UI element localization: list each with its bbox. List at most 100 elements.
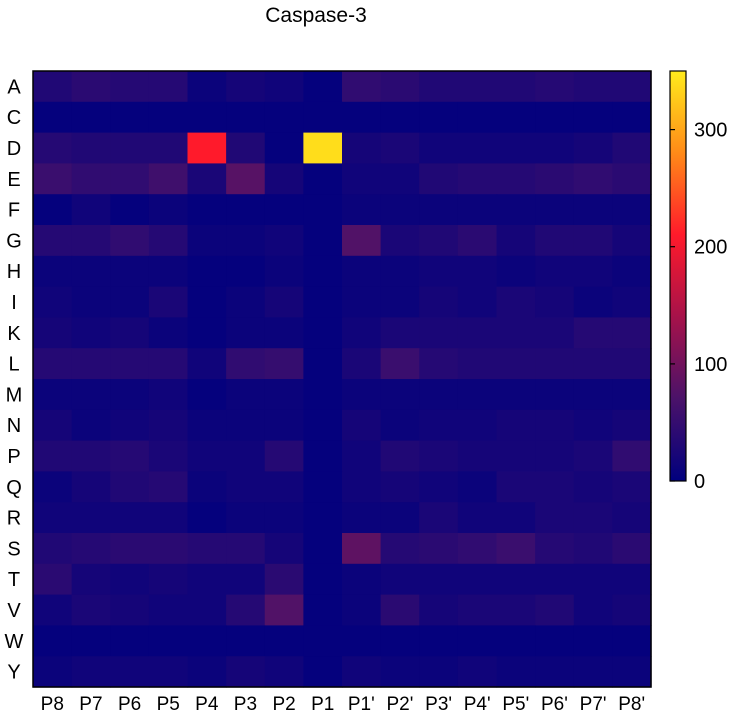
- heatmap-cell-G-P5: [148, 225, 189, 257]
- heatmap-cell-N-P3: [226, 409, 266, 442]
- heatmap-cell-Y-P6: [110, 656, 150, 688]
- heatmap-cell-R-P3: [226, 502, 266, 534]
- heatmap-cell-P-P3: [226, 440, 266, 472]
- heatmap-cell-C-P6': [535, 101, 575, 134]
- heatmap-cell-P-P6: [110, 440, 150, 472]
- heatmap-cell-S-P6: [110, 533, 150, 565]
- heatmap-cell-S-P3': [419, 533, 459, 565]
- heatmap-cell-A-P2: [264, 71, 304, 103]
- heatmap-cell-Q-P2: [264, 471, 304, 503]
- heatmap-cell-W-P2': [380, 625, 420, 657]
- heatmap-cell-P-P8: [33, 440, 73, 472]
- heatmap-cell-E-P8': [612, 163, 652, 195]
- heatmap-cell-Y-P1': [342, 656, 382, 688]
- heatmap-cell-V-P1: [303, 594, 343, 626]
- heatmap-cell-N-P8: [33, 409, 73, 442]
- heatmap-cell-T-P5': [496, 563, 536, 596]
- heatmap-cell-A-P5: [148, 71, 189, 103]
- heatmap-cell-Q-P2': [380, 471, 420, 503]
- heatmap-cell-P-P1: [303, 440, 343, 472]
- heatmap-cell-N-P2': [380, 409, 420, 442]
- heatmap-cell-S-P8: [33, 533, 73, 565]
- heatmap-cell-A-P3': [419, 71, 459, 103]
- colorbar-tick-label: 100: [694, 354, 727, 376]
- heatmap-cell-C-P3: [226, 101, 266, 134]
- heatmap-cell-L-P3: [226, 348, 266, 380]
- heatmap-cell-T-P7: [71, 563, 111, 596]
- heatmap-cell-I-P5: [148, 286, 189, 318]
- heatmap-cell-V-P6: [110, 594, 150, 626]
- x-tick-label: P5': [502, 694, 529, 715]
- y-tick-label: H: [7, 261, 21, 283]
- heatmap-cell-H-P6': [535, 255, 575, 288]
- heatmap-cell-E-P3: [226, 163, 266, 195]
- x-tick-label: P8: [41, 694, 64, 715]
- heatmap-cell-K-P3: [226, 317, 266, 349]
- heatmap-cell-S-P3: [226, 533, 266, 565]
- heatmap-cell-E-P4': [457, 163, 498, 195]
- heatmap-cell-A-P4: [187, 71, 227, 103]
- heatmap-cell-E-P3': [419, 163, 459, 195]
- heatmap-cells: [33, 71, 652, 688]
- x-tick-label: P6': [541, 694, 568, 715]
- heatmap-cell-D-P3: [226, 132, 266, 164]
- heatmap-cell-Y-P2': [380, 656, 420, 688]
- heatmap-cell-V-P4': [457, 594, 498, 626]
- heatmap-cell-F-P5: [148, 194, 189, 226]
- heatmap-cell-V-P3: [226, 594, 266, 626]
- heatmap-cell-T-P2: [264, 563, 304, 596]
- heatmap-cell-P-P2': [380, 440, 420, 472]
- heatmap-cell-L-P6: [110, 348, 150, 380]
- x-tick-label: P3': [425, 694, 452, 715]
- heatmap-cell-L-P7': [573, 348, 613, 380]
- heatmap-cell-L-P8: [33, 348, 73, 380]
- heatmap-cell-I-P8': [612, 286, 652, 318]
- heatmap-cell-E-P6': [535, 163, 575, 195]
- heatmap-cell-H-P2: [264, 255, 304, 288]
- heatmap-cell-K-P2': [380, 317, 420, 349]
- heatmap-cell-N-P3': [419, 409, 459, 442]
- heatmap-cell-P-P5': [496, 440, 536, 472]
- y-tick-label: A: [7, 76, 21, 98]
- heatmap-cell-I-P7: [71, 286, 111, 318]
- heatmap-cell-D-P2': [380, 132, 420, 164]
- heatmap-cell-D-P8: [33, 132, 73, 164]
- heatmap-cell-L-P8': [612, 348, 652, 380]
- heatmap-cell-E-P2': [380, 163, 420, 195]
- heatmap-cell-L-P4: [187, 348, 227, 380]
- heatmap-cell-H-P3: [226, 255, 266, 288]
- heatmap-cell-L-P2': [380, 348, 420, 380]
- heatmap-cell-M-P1': [342, 379, 382, 411]
- heatmap-cell-W-P1': [342, 625, 382, 657]
- heatmap-cell-I-P3: [226, 286, 266, 318]
- heatmap-cell-W-P8: [33, 625, 73, 657]
- heatmap-cell-T-P4': [457, 563, 498, 596]
- heatmap-cell-R-P6': [535, 502, 575, 534]
- heatmap-cell-L-P1: [303, 348, 343, 380]
- heatmap-cell-V-P4: [187, 594, 227, 626]
- heatmap-cell-D-P5': [496, 132, 536, 164]
- heatmap-cell-L-P5': [496, 348, 536, 380]
- heatmap-cell-T-P1': [342, 563, 382, 596]
- heatmap-cell-R-P8: [33, 502, 73, 534]
- heatmap-cell-V-P7': [573, 594, 613, 626]
- heatmap-cell-G-P2: [264, 225, 304, 257]
- heatmap-cell-H-P4: [187, 255, 227, 288]
- heatmap-cell-E-P6: [110, 163, 150, 195]
- heatmap-cell-K-P5: [148, 317, 189, 349]
- heatmap-cell-M-P8': [612, 379, 652, 411]
- x-tick-label: P7: [79, 694, 102, 715]
- heatmap-cell-H-P3': [419, 255, 459, 288]
- heatmap-cell-L-P2: [264, 348, 304, 380]
- heatmap-cell-Q-P8: [33, 471, 73, 503]
- x-axis-labels: P8 P7 P6 P5 P4 P3 P2 P1 P1' P2' P3' P4' P5' P6' P7' P8': [41, 694, 645, 715]
- y-tick-label: S: [7, 538, 20, 560]
- heatmap-cell-K-P7: [71, 317, 111, 349]
- heatmap-cell-W-P2: [264, 625, 304, 657]
- heatmap-cell-C-P8: [33, 101, 73, 134]
- heatmap-cell-W-P8': [612, 625, 652, 657]
- heatmap-cell-Y-P3: [226, 656, 266, 688]
- heatmap-cell-E-P7': [573, 163, 613, 195]
- heatmap-cell-F-P8: [33, 194, 73, 226]
- heatmap-cell-M-P3: [226, 379, 266, 411]
